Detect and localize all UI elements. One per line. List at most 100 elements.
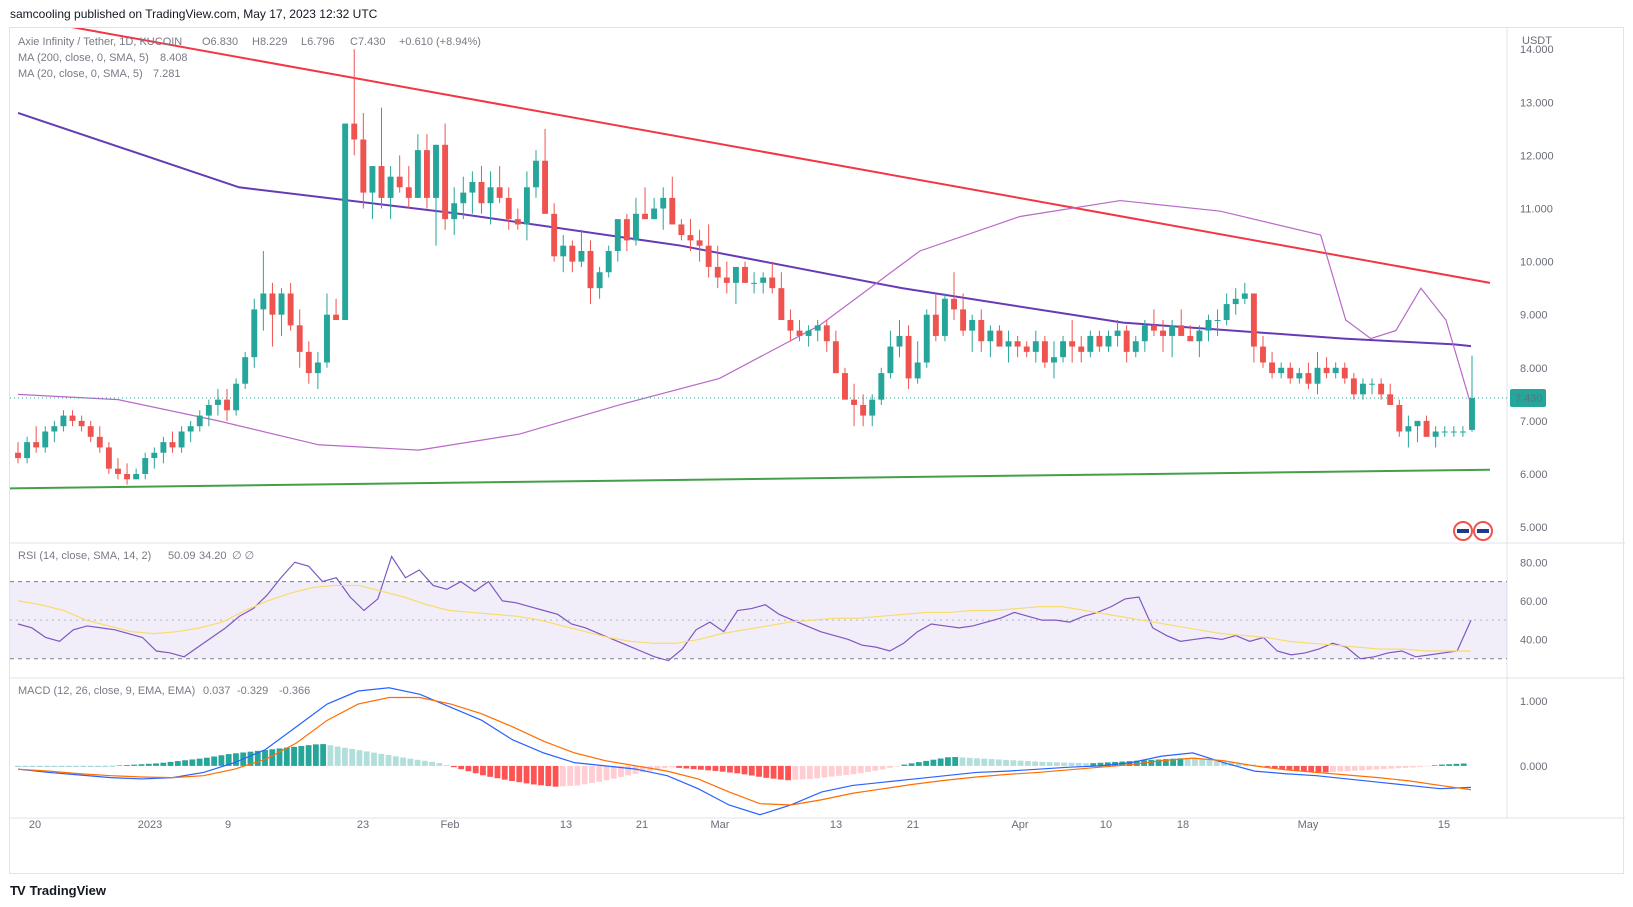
macd-hist-bar <box>276 748 283 766</box>
macd-hist-bar <box>131 764 138 766</box>
price-tick-label: 11.000 <box>1520 204 1553 216</box>
legend-macd-signal: -0.366 <box>279 685 310 697</box>
legend-ma20: MA (20, close, 0, SMA, 5) <box>18 68 143 80</box>
macd-hist-bar <box>850 765 857 775</box>
candle-body <box>651 208 658 220</box>
candle-body <box>969 320 976 331</box>
candle-body <box>160 442 167 453</box>
candle-body <box>115 468 121 474</box>
macd-hist-bar <box>1053 762 1060 766</box>
macd-hist-bar <box>756 765 762 777</box>
candle-body <box>814 325 821 331</box>
candle-body <box>333 314 340 321</box>
macd-hist-bar <box>1126 761 1133 766</box>
macd-hist-bar <box>87 765 94 767</box>
candle-body <box>514 219 521 225</box>
candle-body <box>787 320 794 331</box>
macd-hist-bar <box>1184 758 1191 766</box>
last-price-badge <box>1510 389 1546 408</box>
macd-hist-bar <box>1395 765 1402 769</box>
candle-body <box>60 415 67 427</box>
macd-hist-bar <box>1424 765 1431 767</box>
macd-hist-bar <box>1097 762 1104 766</box>
candle-body <box>478 181 485 204</box>
candle-body <box>851 399 858 405</box>
macd-hist-bar <box>966 757 973 766</box>
x-tick-label: 18 <box>1177 819 1189 831</box>
macd-hist-bar <box>1228 762 1235 766</box>
macd-hist-bar <box>785 765 791 781</box>
macd-hist-bar <box>36 765 43 767</box>
macd-hist-bar <box>218 755 225 766</box>
macd-hist-bar <box>458 765 465 770</box>
macd-hist-bar <box>116 765 123 766</box>
publisher-attribution: samcooling published on TradingView.com,… <box>10 7 378 21</box>
candle-body <box>196 415 203 427</box>
candle-body <box>542 160 549 214</box>
candle-body <box>678 224 685 236</box>
macd-hist-bar <box>567 765 574 786</box>
candle-body <box>1023 346 1030 352</box>
candle-body <box>469 181 476 193</box>
candle-body <box>1150 325 1157 331</box>
macd-hist-bar <box>712 765 719 771</box>
macd-hist-bar <box>1162 759 1169 766</box>
brand-name: TradingView <box>29 883 106 898</box>
price-tick-label: 9.000 <box>1520 310 1548 322</box>
candle-body <box>523 187 530 225</box>
macd-hist-bar <box>1453 763 1460 766</box>
macd-hist-bar <box>915 762 922 766</box>
macd-hist-bar <box>654 765 661 770</box>
candle-body <box>932 314 939 336</box>
macd-hist-bar <box>530 765 537 785</box>
macd-hist-bar <box>145 763 152 766</box>
macd-hist-bar <box>342 747 348 766</box>
macd-hist-bar <box>1235 762 1242 766</box>
macd-hist-bar <box>1075 762 1082 766</box>
price-tick-label: 13.000 <box>1520 97 1554 109</box>
price-tick-label: 10.000 <box>1520 257 1554 269</box>
candle-body <box>1459 431 1466 433</box>
macd-hist-bar <box>603 765 610 781</box>
macd-hist-bar <box>770 765 777 779</box>
price-tick-label: 6.000 <box>1520 469 1548 481</box>
macd-hist-bar <box>211 756 218 766</box>
rsi-tick-label: 40.00 <box>1520 634 1548 646</box>
resistance-trendline <box>71 28 1491 284</box>
candle-body <box>887 346 894 374</box>
macd-hist-bar <box>952 757 959 766</box>
tradingview-brand[interactable]: TV TradingView <box>10 883 106 898</box>
price-tick-label: 14.000 <box>1520 44 1554 56</box>
macd-hist-bar <box>559 765 566 787</box>
candle-body <box>387 176 394 198</box>
candle-body <box>1178 325 1185 336</box>
macd-hist-bar <box>668 765 675 768</box>
candle-body <box>342 123 349 321</box>
candle-body <box>987 330 994 342</box>
macd-hist-bar <box>959 757 966 766</box>
chart-frame[interactable]: USDT 14.000 13.000 12.000 11.000 10.000 9.000 8… <box>9 27 1625 875</box>
macd-hist-bar <box>312 744 319 766</box>
rsi-band-fill <box>10 581 1507 659</box>
candle-body <box>251 309 258 358</box>
candle-body <box>1060 341 1067 358</box>
candle-body <box>1323 367 1330 374</box>
legend-open: O6.830 <box>202 36 238 48</box>
macd-hist-bar <box>1213 760 1220 766</box>
macd-hist-bar <box>516 765 523 783</box>
candle-body <box>896 335 903 347</box>
price-tick-label: 7.000 <box>1520 416 1548 428</box>
macd-hist-bar <box>73 765 80 767</box>
candle-body <box>378 166 385 198</box>
x-tick-label: Apr <box>1011 819 1028 831</box>
macd-hist-bar <box>363 751 370 766</box>
macd-hist-bar <box>806 765 813 779</box>
candle-body <box>1260 346 1266 363</box>
candle-body <box>1096 335 1103 347</box>
price-tick-label: 12.000 <box>1520 150 1554 162</box>
macd-hist-bar <box>1170 758 1177 766</box>
macd-hist-bar <box>1446 764 1453 766</box>
macd-hist-bar <box>719 765 726 772</box>
candle-body <box>1160 330 1166 336</box>
